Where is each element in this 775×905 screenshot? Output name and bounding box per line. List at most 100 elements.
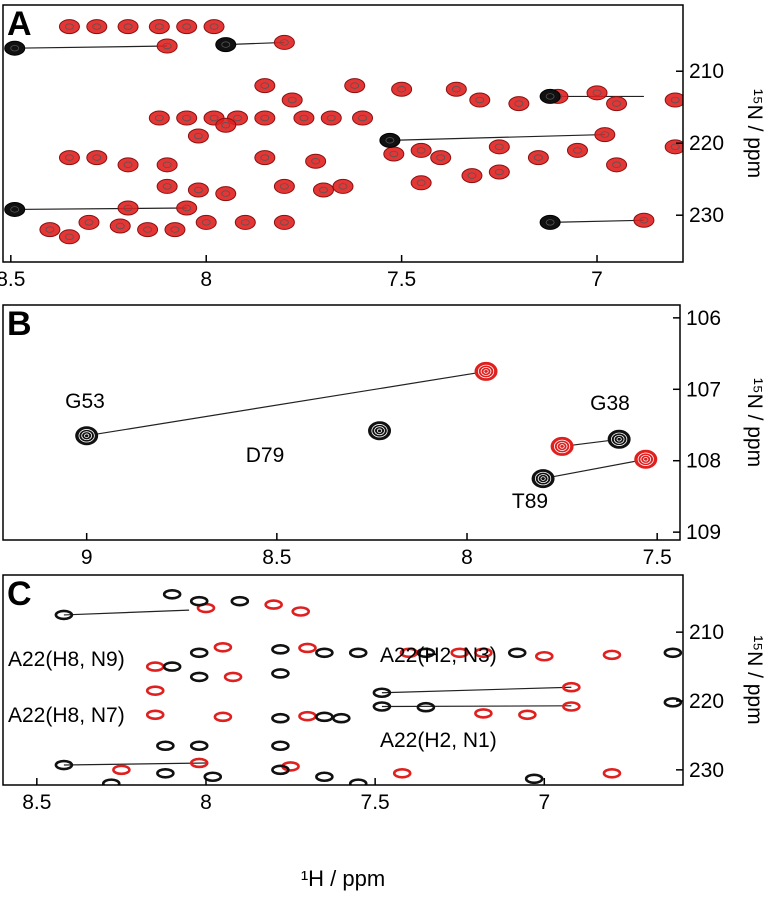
peak <box>58 229 80 245</box>
peak-contour <box>154 114 164 122</box>
peak-contour <box>545 219 555 226</box>
peak <box>145 709 165 721</box>
peak <box>273 178 295 194</box>
shift-line <box>63 762 206 766</box>
peak <box>298 710 317 722</box>
peak <box>488 164 510 180</box>
x-axis-label: ¹H / ppm <box>301 866 385 891</box>
peak <box>195 214 217 230</box>
peak <box>117 200 139 216</box>
peak-contour <box>358 114 367 122</box>
peak-contour <box>123 161 133 169</box>
peak <box>372 687 392 699</box>
peak <box>602 767 622 779</box>
peak-contour <box>154 23 164 30</box>
peak <box>189 671 209 683</box>
peak <box>507 647 527 659</box>
peak <box>410 142 432 158</box>
plot-area <box>4 19 683 245</box>
peak-contour <box>65 233 74 241</box>
x-tick-label: 8 <box>200 268 212 291</box>
peak <box>187 128 209 144</box>
peak-contour <box>376 428 383 433</box>
peak-contour <box>233 114 242 122</box>
peak-contour <box>416 147 426 154</box>
peak-contour <box>182 114 192 122</box>
peak <box>391 81 413 97</box>
peak <box>450 647 470 659</box>
peak-contour <box>143 226 152 233</box>
peak <box>379 132 401 148</box>
peak <box>298 642 317 654</box>
peak-contour <box>92 23 102 30</box>
peak-contour <box>643 457 649 462</box>
peak-annotation: D79 <box>246 444 285 467</box>
peak-contour <box>78 429 95 443</box>
peak <box>176 110 198 126</box>
panel-label: C <box>7 575 32 613</box>
peak-annotation: G38 <box>590 392 630 415</box>
peak-contour <box>612 161 621 169</box>
peak <box>109 218 131 234</box>
peak <box>293 110 315 126</box>
peak <box>527 150 549 166</box>
peak-annotation: T89 <box>512 490 548 513</box>
peak-contour <box>637 452 654 466</box>
peak <box>291 606 311 617</box>
peak-contour <box>221 41 231 48</box>
peak-contour <box>480 366 492 376</box>
peak-contour <box>613 434 625 444</box>
peak-contour <box>260 82 270 89</box>
peak <box>664 92 683 108</box>
peak-contour <box>162 183 172 190</box>
peak <box>254 110 276 126</box>
peak <box>156 157 178 173</box>
peak-contour <box>477 364 495 379</box>
peak <box>315 771 334 783</box>
shift-line <box>86 370 487 437</box>
peak-contour <box>537 474 549 484</box>
peak-contour <box>616 437 622 442</box>
peak-contour <box>123 23 133 30</box>
peak-contour <box>436 154 446 161</box>
peak <box>203 19 225 35</box>
x-tick-label: 7.5 <box>387 268 416 291</box>
panel-label: A <box>7 5 32 43</box>
peak <box>213 641 233 653</box>
peak-contour <box>260 114 270 122</box>
x-tick-label: 7 <box>538 791 550 814</box>
peak <box>189 595 209 607</box>
peak <box>469 92 491 108</box>
peak <box>445 81 467 97</box>
peak-contour <box>170 226 180 233</box>
plot-frame <box>2 304 681 541</box>
peak <box>54 609 74 621</box>
peak-contour <box>65 23 74 30</box>
plot-frame <box>2 574 684 786</box>
peak-contour <box>416 179 426 187</box>
peak <box>281 92 303 108</box>
peak <box>305 153 327 169</box>
peak <box>524 773 544 785</box>
peak <box>264 599 283 610</box>
y-tick-label: 107 <box>686 378 721 401</box>
peak <box>148 19 170 35</box>
peak <box>54 759 74 771</box>
peak <box>410 175 432 191</box>
peak <box>156 38 178 54</box>
x-tick-label: 8 <box>461 546 473 569</box>
peak-annotation: A22(H2, N3) <box>380 644 497 667</box>
peak <box>254 150 276 166</box>
peak-contour <box>92 154 102 161</box>
peak <box>430 150 452 166</box>
peak-contour <box>670 143 680 151</box>
peak-contour <box>573 147 582 154</box>
peak <box>117 19 139 35</box>
peak-contour <box>592 89 602 97</box>
peak <box>348 647 368 659</box>
peak <box>145 661 165 672</box>
x-tick-label: 8.5 <box>262 546 291 569</box>
peak-contour <box>374 426 385 436</box>
peak <box>332 712 351 724</box>
